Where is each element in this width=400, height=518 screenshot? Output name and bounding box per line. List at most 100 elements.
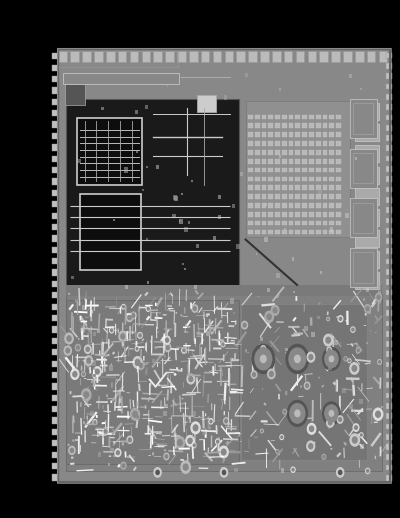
- Bar: [248, 51, 257, 62]
- Bar: [386, 269, 392, 275]
- Bar: [275, 194, 280, 199]
- Bar: [52, 349, 58, 355]
- Circle shape: [183, 464, 188, 470]
- Bar: [386, 352, 392, 357]
- Bar: [386, 341, 392, 347]
- Bar: [262, 229, 266, 234]
- Bar: [386, 135, 392, 141]
- Circle shape: [66, 348, 70, 353]
- Bar: [282, 185, 287, 190]
- Circle shape: [192, 443, 196, 448]
- Bar: [262, 132, 266, 137]
- Bar: [256, 253, 257, 255]
- Bar: [52, 190, 58, 196]
- Circle shape: [287, 400, 307, 426]
- Circle shape: [277, 451, 278, 453]
- Circle shape: [354, 426, 358, 429]
- Circle shape: [295, 410, 300, 416]
- Bar: [302, 185, 307, 190]
- Bar: [289, 132, 294, 137]
- Bar: [262, 221, 266, 225]
- Bar: [268, 141, 273, 146]
- Bar: [309, 123, 314, 128]
- Bar: [213, 236, 216, 241]
- Bar: [255, 159, 260, 164]
- Circle shape: [353, 424, 359, 431]
- Bar: [386, 94, 392, 99]
- Bar: [323, 114, 328, 119]
- Bar: [386, 321, 392, 326]
- Bar: [52, 429, 58, 435]
- Bar: [336, 194, 341, 199]
- Bar: [52, 133, 58, 139]
- Bar: [155, 346, 157, 349]
- Bar: [360, 444, 364, 449]
- Bar: [133, 456, 135, 458]
- Circle shape: [290, 404, 305, 423]
- Bar: [386, 413, 392, 419]
- Bar: [289, 123, 294, 128]
- Circle shape: [284, 410, 286, 413]
- Bar: [52, 258, 58, 264]
- Bar: [145, 105, 148, 109]
- Bar: [328, 365, 332, 370]
- Bar: [386, 125, 392, 131]
- Bar: [262, 388, 264, 390]
- Bar: [80, 194, 140, 270]
- Circle shape: [376, 293, 382, 301]
- Bar: [386, 177, 392, 182]
- Circle shape: [265, 311, 274, 322]
- Circle shape: [242, 321, 248, 329]
- Bar: [262, 150, 266, 155]
- Circle shape: [221, 342, 225, 347]
- Bar: [386, 186, 392, 192]
- Bar: [184, 227, 188, 233]
- Bar: [81, 326, 84, 330]
- Bar: [52, 144, 58, 151]
- Bar: [248, 150, 253, 155]
- Bar: [78, 159, 81, 163]
- Circle shape: [211, 329, 214, 332]
- Bar: [289, 221, 294, 225]
- Circle shape: [104, 429, 106, 433]
- Bar: [165, 51, 174, 62]
- Bar: [154, 362, 155, 364]
- Circle shape: [84, 345, 91, 353]
- Bar: [52, 406, 58, 412]
- Bar: [52, 418, 58, 424]
- Bar: [296, 168, 300, 172]
- Circle shape: [186, 436, 194, 446]
- Bar: [289, 114, 294, 119]
- Circle shape: [138, 333, 142, 338]
- Circle shape: [220, 468, 228, 477]
- Bar: [302, 203, 307, 208]
- Bar: [52, 372, 58, 378]
- Bar: [316, 221, 321, 225]
- Circle shape: [127, 436, 133, 443]
- Bar: [52, 338, 58, 344]
- Circle shape: [255, 348, 272, 370]
- Circle shape: [139, 363, 142, 367]
- Bar: [275, 229, 280, 234]
- Bar: [386, 310, 392, 316]
- Bar: [142, 189, 144, 191]
- Circle shape: [135, 347, 139, 351]
- Circle shape: [307, 441, 315, 451]
- Bar: [329, 194, 334, 199]
- Bar: [316, 212, 321, 217]
- Circle shape: [138, 361, 144, 369]
- Bar: [255, 132, 260, 137]
- Bar: [52, 212, 58, 219]
- Bar: [245, 73, 248, 77]
- Circle shape: [187, 374, 194, 384]
- Bar: [282, 141, 287, 146]
- Bar: [386, 249, 392, 254]
- Bar: [180, 219, 183, 223]
- Bar: [386, 166, 392, 172]
- Circle shape: [181, 461, 190, 473]
- Bar: [355, 230, 379, 247]
- Circle shape: [165, 344, 171, 352]
- Bar: [282, 212, 287, 217]
- Bar: [267, 287, 270, 292]
- Bar: [289, 177, 294, 181]
